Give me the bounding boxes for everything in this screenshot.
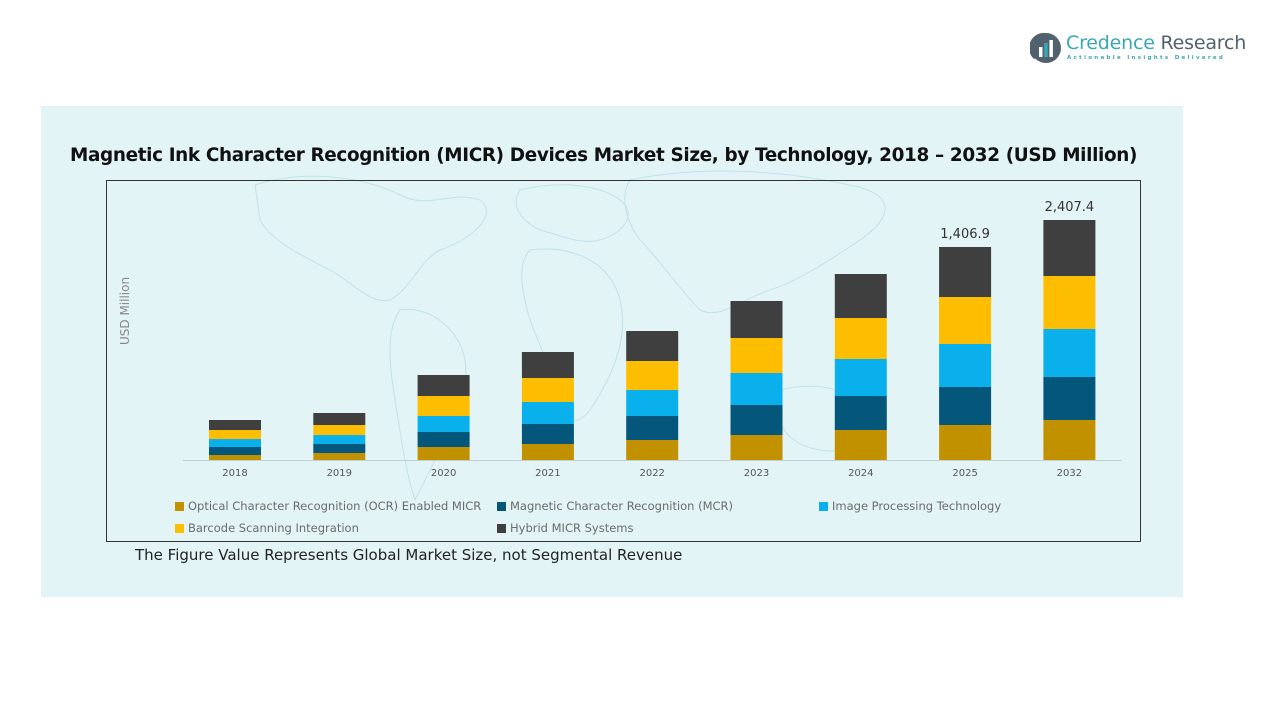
bar-segment-2024-s3 [834,318,887,360]
total-data-label: 2,407.4 [1045,200,1095,215]
brand-logo: Credence Research Actionable Insights De… [1030,31,1246,67]
footnote: The Figure Value Represents Global Marke… [135,546,683,564]
bar-segment-2018-s0 [209,455,261,460]
bar-segment-2032-s1 [1043,377,1096,421]
brand-tagline: Actionable Insights Delivered [1067,55,1226,61]
legend-swatch [497,501,506,511]
bar-segment-2022-s3 [626,361,679,391]
total-data-label: 1,406.9 [940,227,990,242]
legend-item: Optical Character Recognition (OCR) Enab… [175,499,481,513]
bar-segment-2021-s1 [521,423,574,444]
bar-segment-2032-s2 [1043,329,1096,378]
bar-segment-2032-s0 [1043,420,1096,460]
bar-chart-logo-icon [1030,32,1061,63]
bar-segment-2020-s2 [417,415,470,432]
bar-segment-2024-s2 [834,359,887,397]
brand-name-primary: Credence [1066,32,1155,54]
bar-segment-2021-s3 [521,378,574,402]
brand-name-secondary: Research [1154,32,1247,54]
x-tick-label: 2022 [639,468,664,479]
bar-segment-2023-s3 [730,338,783,374]
chart-panel [41,106,1183,597]
legend-label: Image Processing Technology [832,499,1002,513]
bar-segment-2022-s0 [626,440,679,460]
bar-segment-2023-s1 [730,405,783,436]
legend-item: Magnetic Character Recognition (MCR) [497,499,733,513]
legend-item: Hybrid MICR Systems [497,521,634,535]
bar-segment-2020-s1 [417,431,470,447]
chart-title: Magnetic Ink Character Recognition (MICR… [70,145,1138,166]
legend-label: Optical Character Recognition (OCR) Enab… [188,499,482,513]
x-tick-label: 2024 [848,468,873,479]
plot-area [106,180,1141,542]
bar-segment-2019-s0 [313,453,366,460]
x-tick-label: 2019 [327,468,352,479]
legend-label: Barcode Scanning Integration [188,521,359,535]
x-tick-label: 2032 [1057,468,1082,479]
bar-segment-2019-s4 [313,413,366,426]
bar-segment-2025-s0 [939,424,992,460]
x-tick-label: 2023 [744,468,769,479]
bar-segment-2018-s3 [209,430,261,440]
bar-segment-2019-s2 [313,435,366,445]
bar-segment-2018-s2 [209,439,261,448]
bar-segment-2024-s0 [834,430,887,460]
bar-segment-2022-s4 [626,331,679,362]
bar-segment-2018-s4 [209,420,261,431]
legend-swatch [819,501,828,511]
bar-segment-2025-s2 [939,343,992,387]
legend-label: Hybrid MICR Systems [510,521,634,535]
legend-item: Barcode Scanning Integration [175,521,359,535]
bar-segment-2020-s3 [417,395,470,416]
bar-segment-2022-s2 [626,390,679,417]
bar-segment-2025-s1 [939,386,992,425]
bar-segment-2025-s4 [939,247,992,298]
bar-segment-2032-s3 [1043,276,1096,330]
x-tick-label: 2020 [431,468,456,479]
bar-segment-2020-s0 [417,446,470,460]
bar-segment-2032-s4 [1043,220,1096,277]
legend-label: Magnetic Character Recognition (MCR) [510,499,734,513]
bar-segment-2021-s4 [521,352,574,379]
bar-segment-2024-s4 [834,274,887,319]
x-tick-label: 2021 [535,468,560,479]
bar-segment-2021-s2 [521,401,574,424]
bar-segment-2018-s1 [209,447,261,456]
legend-swatch [497,523,506,533]
legend-item: Image Processing Technology [819,499,1001,513]
bar-segment-2020-s4 [417,375,470,396]
x-tick-label: 2025 [952,468,977,479]
brand-name: Credence Research [1066,32,1246,54]
bar-segment-2019-s1 [313,444,366,454]
bar-segment-2022-s1 [626,416,679,441]
bar-segment-2024-s1 [834,396,887,431]
bar-segment-2025-s3 [939,297,992,344]
x-tick-label: 2018 [222,468,247,479]
bar-segment-2021-s0 [521,443,574,460]
bar-segment-2023-s4 [730,301,783,339]
legend-swatch [175,523,184,533]
bar-segment-2023-s0 [730,435,783,460]
bar-segment-2019-s3 [313,425,366,436]
legend-swatch [175,501,184,511]
bar-segment-2023-s2 [730,373,783,406]
